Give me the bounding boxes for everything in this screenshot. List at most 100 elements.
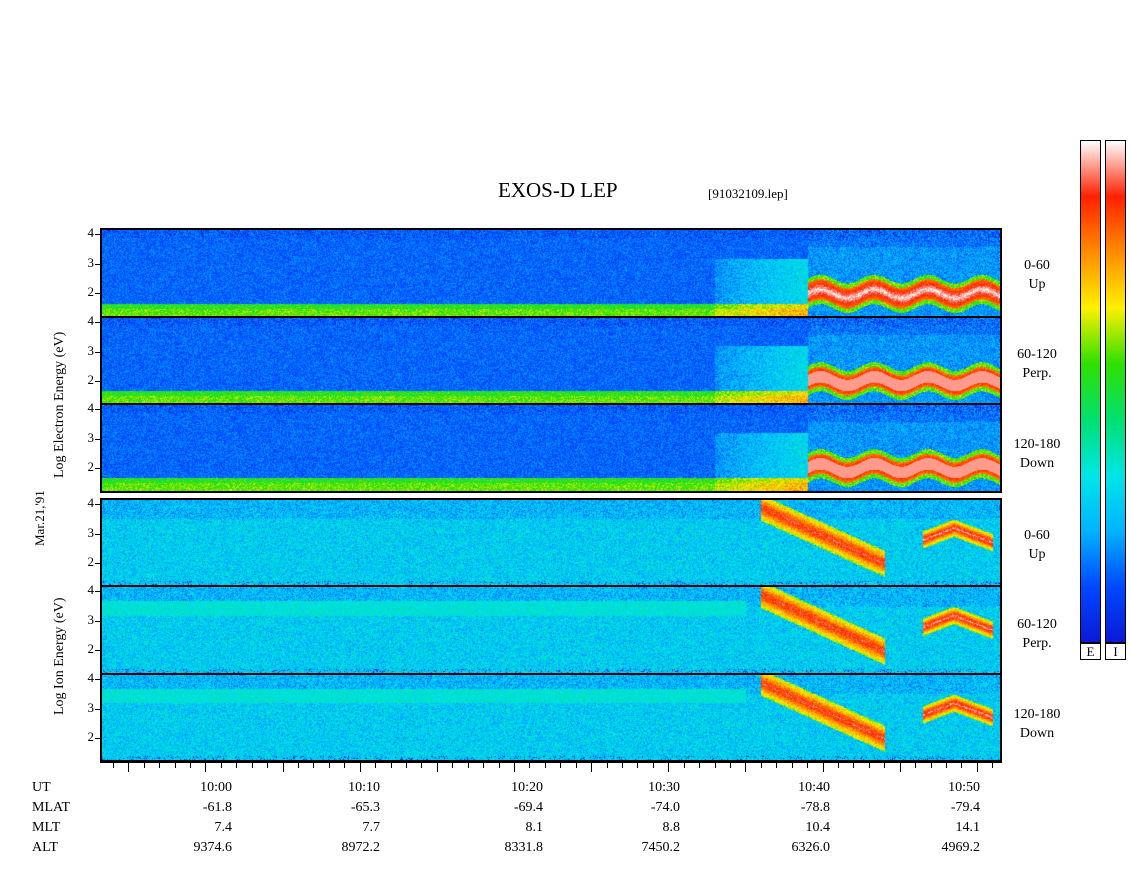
time-tick-minor: [159, 762, 161, 768]
time-row-value: 10:40: [798, 780, 830, 795]
time-row-value: 10:20: [511, 780, 543, 795]
time-tick-minor: [776, 762, 778, 768]
time-tick-major: [513, 762, 515, 772]
colorbar-electron: [1080, 140, 1101, 643]
time-tick-major: [128, 762, 130, 772]
electron-panel-perp: [102, 318, 1000, 404]
time-tick-minor: [189, 762, 191, 768]
time-row-value: -78.8: [800, 800, 830, 815]
time-tick-minor: [729, 762, 731, 768]
time-tick-minor: [837, 762, 839, 768]
date-label: Mar.21,'91: [32, 490, 47, 546]
time-tick-minor: [807, 762, 809, 768]
time-row-value: 10.4: [805, 820, 831, 835]
time-tick-minor: [637, 762, 639, 768]
time-tick-minor: [791, 762, 793, 768]
time-row-value: 10:10: [348, 780, 380, 795]
time-row-value: 7.4: [214, 820, 233, 835]
time-tick-minor: [328, 762, 330, 768]
time-tick-minor: [606, 762, 608, 768]
y-tick-mark: [95, 650, 101, 652]
y-tick-mark: [95, 263, 101, 265]
time-tick-minor: [683, 762, 685, 768]
pitch-label-i1: 60-120 Perp.: [1017, 617, 1057, 651]
pitch-label-e1: 60-120 Perp.: [1017, 347, 1057, 381]
time-tick-minor: [915, 762, 917, 768]
time-row-value: 9374.6: [193, 840, 233, 855]
y-tick-label: 4: [87, 670, 95, 686]
colorbar-label-e: E: [1080, 643, 1101, 660]
y-tick-label: 4: [87, 400, 95, 416]
y-tick-mark: [95, 322, 101, 324]
time-tick-minor: [375, 762, 377, 768]
y-tick-mark: [95, 351, 101, 353]
time-tick-minor: [529, 762, 531, 768]
y-tick-label: 3: [87, 254, 95, 270]
separator: [102, 316, 1000, 318]
time-tick-minor: [251, 762, 253, 768]
time-row-label: UT: [32, 780, 51, 795]
separator: [102, 673, 1000, 675]
y-tick-label: 4: [87, 495, 95, 511]
y-tick-label: 4: [87, 313, 95, 329]
time-tick-major: [359, 762, 361, 772]
y-tick-mark: [95, 562, 101, 564]
y-tick-mark: [95, 504, 101, 506]
time-tick-minor: [112, 762, 114, 768]
time-row-value: -79.4: [950, 800, 980, 815]
y-tick-label: 3: [87, 524, 95, 540]
time-row-value: -65.3: [350, 800, 380, 815]
time-tick-minor: [930, 762, 932, 768]
time-row-value: -74.0: [650, 800, 680, 815]
time-row-label: MLT: [32, 820, 61, 835]
chart-title: EXOS-D LEP: [498, 178, 618, 202]
y-tick-label: 2: [87, 284, 95, 300]
time-row-label: ALT: [32, 840, 58, 855]
y-tick-label: 2: [87, 728, 95, 744]
time-row-value: 7450.2: [641, 840, 681, 855]
time-tick-minor: [884, 762, 886, 768]
time-tick-minor: [544, 762, 546, 768]
time-tick-minor: [390, 762, 392, 768]
time-tick-minor: [174, 762, 176, 768]
time-tick-major: [668, 762, 670, 772]
time-tick-major: [976, 762, 978, 772]
time-tick-minor: [992, 762, 994, 768]
time-tick-major: [436, 762, 438, 772]
time-tick-minor: [560, 762, 562, 768]
time-row-value: 10:30: [648, 780, 680, 795]
separator: [102, 585, 1000, 587]
time-tick-minor: [236, 762, 238, 768]
electron-panel-up: [102, 230, 1000, 317]
time-tick-minor: [945, 762, 947, 768]
ion-panel-up: [102, 500, 1000, 586]
y-tick-mark: [95, 591, 101, 593]
ion-panel-perp: [102, 587, 1000, 674]
time-tick-minor: [760, 762, 762, 768]
time-tick-minor: [297, 762, 299, 768]
y-tick-mark: [95, 380, 101, 382]
time-row-label: MLAT: [32, 800, 71, 815]
time-tick-minor: [143, 762, 145, 768]
y-tick-label: 3: [87, 342, 95, 358]
time-row-value: -61.8: [202, 800, 232, 815]
y-tick-mark: [95, 467, 101, 469]
time-row-value: 8.1: [525, 820, 544, 835]
time-tick-minor: [652, 762, 654, 768]
time-row-value: 10:50: [948, 780, 980, 795]
y-tick-label: 2: [87, 371, 95, 387]
y-tick-label: 3: [87, 429, 95, 445]
y-tick-mark: [95, 293, 101, 295]
pitch-label-i0: 0-60 Up: [1024, 528, 1050, 562]
time-row-value: 14.1: [955, 820, 981, 835]
time-tick-minor: [267, 762, 269, 768]
y-tick-label: 4: [87, 582, 95, 598]
colorbar-label-i: I: [1105, 643, 1126, 660]
time-tick-minor: [853, 762, 855, 768]
time-tick-minor: [220, 762, 222, 768]
time-row-value: 8331.8: [504, 840, 544, 855]
time-row-value: -69.4: [513, 800, 543, 815]
time-tick-minor: [498, 762, 500, 768]
time-tick-minor: [344, 762, 346, 768]
time-tick-major: [282, 762, 284, 772]
